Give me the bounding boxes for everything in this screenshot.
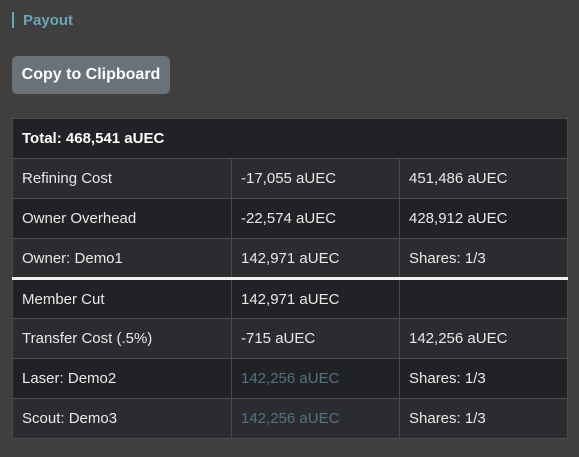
row-shares: Shares: 1/3 <box>398 358 569 399</box>
payout-table: Total: 468,541 aUEC Refining Cost -17,05… <box>11 118 569 439</box>
row-amount: -715 aUEC <box>231 318 400 359</box>
row-amount: 142,256 aUEC <box>231 358 400 399</box>
row-shares: Shares: 1/3 <box>398 398 569 439</box>
row-amount: 142,971 aUEC <box>231 277 400 319</box>
row-amount: -22,574 aUEC <box>231 198 400 239</box>
row-label: Owner: Demo1 <box>12 238 232 279</box>
table-row: Owner Overhead -22,574 aUEC 428,912 aUEC <box>12 198 569 239</box>
row-remaining: 428,912 aUEC <box>398 198 569 239</box>
table-row: Refining Cost -17,055 aUEC 451,486 aUEC <box>12 158 569 199</box>
row-remaining: 142,256 aUEC <box>398 318 569 359</box>
table-row: Owner: Demo1 142,971 aUEC Shares: 1/3 <box>12 238 569 279</box>
section-accent-bar <box>12 12 14 28</box>
row-label: Refining Cost <box>12 158 232 199</box>
row-amount: -17,055 aUEC <box>231 158 400 199</box>
table-row: Member Cut 142,971 aUEC <box>12 277 569 319</box>
row-shares: Shares: 1/3 <box>398 238 569 279</box>
row-label: Member Cut <box>12 277 232 319</box>
section-header: Payout <box>12 10 73 30</box>
table-row: Laser: Demo2 142,256 aUEC Shares: 1/3 <box>12 358 569 399</box>
copy-to-clipboard-button[interactable]: Copy to Clipboard <box>12 56 170 94</box>
total-row: Total: 468,541 aUEC <box>11 118 569 159</box>
row-empty <box>398 277 569 319</box>
row-amount: 142,971 aUEC <box>231 238 400 279</box>
row-label: Scout: Demo3 <box>12 398 232 439</box>
row-label: Transfer Cost (.5%) <box>12 318 232 359</box>
section-title: Payout <box>23 11 74 29</box>
total-amount: Total: 468,541 aUEC <box>11 118 569 159</box>
row-amount: 142,256 aUEC <box>231 398 400 439</box>
row-label: Owner Overhead <box>12 198 232 239</box>
row-label: Laser: Demo2 <box>12 358 232 399</box>
table-row: Scout: Demo3 142,256 aUEC Shares: 1/3 <box>12 398 569 439</box>
row-remaining: 451,486 aUEC <box>398 158 569 199</box>
table-row: Transfer Cost (.5%) -715 aUEC 142,256 aU… <box>12 318 569 359</box>
